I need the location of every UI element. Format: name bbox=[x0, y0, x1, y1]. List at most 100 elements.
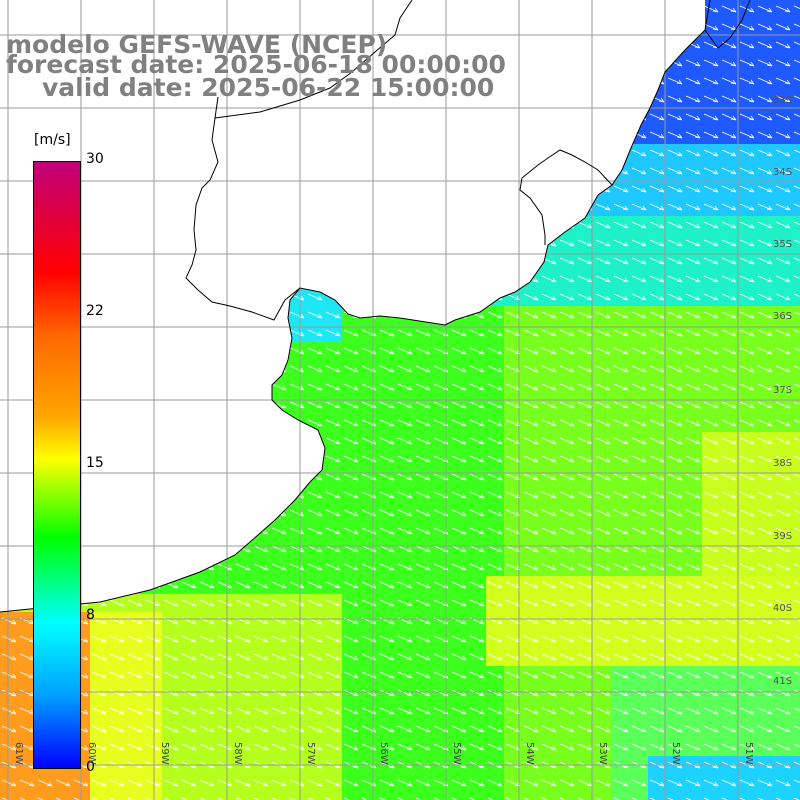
wind-arrow bbox=[469, 455, 485, 463]
wind-cell bbox=[738, 792, 757, 800]
wind-arrow bbox=[541, 275, 557, 283]
wind-arrow bbox=[397, 329, 413, 337]
latitude-label: 39S bbox=[773, 531, 793, 542]
wind-arrow bbox=[757, 185, 773, 193]
wind-arrow bbox=[397, 563, 413, 571]
wind-arrow bbox=[181, 671, 197, 679]
wind-arrow bbox=[343, 599, 359, 607]
wind-arrow bbox=[613, 203, 629, 211]
latitude-label: 34S bbox=[773, 167, 793, 178]
latitude-label: 37S bbox=[773, 385, 793, 396]
longitude-label: 52W bbox=[670, 742, 681, 765]
wind-arrow bbox=[469, 653, 485, 661]
wind-arrow bbox=[487, 563, 503, 571]
wind-arrow bbox=[775, 41, 791, 49]
wind-arrow bbox=[415, 563, 431, 571]
wind-arrow bbox=[631, 365, 647, 373]
wind-arrow bbox=[775, 23, 791, 31]
wind-arrow bbox=[739, 23, 755, 31]
wind-arrow bbox=[397, 635, 413, 643]
wind-arrow bbox=[757, 473, 773, 481]
wind-arrow bbox=[775, 437, 791, 445]
wind-arrow bbox=[721, 671, 737, 679]
wind-arrow bbox=[451, 509, 467, 517]
latitude-label: 33S bbox=[773, 95, 793, 106]
wind-arrow bbox=[667, 401, 683, 409]
wind-arrow bbox=[163, 653, 179, 661]
wind-cell bbox=[792, 180, 800, 199]
wind-arrow bbox=[739, 383, 755, 391]
wind-arrow bbox=[631, 419, 647, 427]
wind-arrow bbox=[703, 185, 719, 193]
wind-arrow bbox=[199, 635, 215, 643]
wind-arrow bbox=[469, 671, 485, 679]
wind-cell bbox=[324, 792, 343, 800]
wind-arrow bbox=[613, 473, 629, 481]
wind-arrow bbox=[739, 581, 755, 589]
wind-arrow bbox=[613, 581, 629, 589]
wind-arrow bbox=[325, 599, 341, 607]
wind-arrow bbox=[775, 77, 791, 85]
wind-arrow bbox=[613, 545, 629, 553]
wind-arrow bbox=[631, 383, 647, 391]
wind-arrow bbox=[595, 563, 611, 571]
wind-arrow bbox=[451, 545, 467, 553]
wind-arrow bbox=[379, 347, 395, 355]
wind-arrow bbox=[721, 383, 737, 391]
wind-arrow bbox=[721, 131, 737, 139]
wind-arrow bbox=[199, 653, 215, 661]
wind-arrow bbox=[649, 311, 665, 319]
wind-arrow bbox=[397, 365, 413, 373]
wind-arrow bbox=[307, 671, 323, 679]
wind-arrow bbox=[739, 149, 755, 157]
wind-arrow bbox=[757, 401, 773, 409]
wind-arrow bbox=[631, 563, 647, 571]
wind-arrow bbox=[343, 545, 359, 553]
wind-arrow bbox=[703, 509, 719, 517]
wind-arrow bbox=[667, 365, 683, 373]
wind-arrow bbox=[541, 473, 557, 481]
wind-arrow bbox=[217, 599, 233, 607]
wind-arrow bbox=[487, 545, 503, 553]
wind-arrow bbox=[757, 635, 773, 643]
wind-arrow bbox=[145, 635, 161, 643]
wind-arrow bbox=[541, 653, 557, 661]
wind-arrow bbox=[757, 653, 773, 661]
wind-arrow bbox=[415, 545, 431, 553]
wind-arrow bbox=[793, 167, 800, 172]
wind-arrow bbox=[397, 455, 413, 463]
wind-arrow bbox=[703, 95, 719, 103]
wind-arrow bbox=[325, 635, 341, 643]
wind-arrow bbox=[649, 383, 665, 391]
wind-arrow bbox=[757, 365, 773, 373]
wind-arrow bbox=[307, 419, 323, 427]
wind-arrow bbox=[757, 221, 773, 229]
wind-arrow bbox=[721, 293, 737, 301]
wind-arrow bbox=[451, 365, 467, 373]
wind-arrow bbox=[307, 563, 323, 571]
wind-arrow bbox=[685, 473, 701, 481]
wind-arrow bbox=[667, 185, 683, 193]
wind-cell bbox=[684, 792, 703, 800]
wind-arrow bbox=[469, 365, 485, 373]
wind-cell bbox=[792, 378, 800, 397]
wind-arrow bbox=[739, 167, 755, 175]
wind-arrow bbox=[523, 347, 539, 355]
wind-cell bbox=[432, 792, 451, 800]
wind-arrow bbox=[469, 563, 485, 571]
wind-arrow bbox=[739, 545, 755, 553]
wind-cell bbox=[252, 792, 271, 800]
wind-arrow bbox=[721, 599, 737, 607]
wind-arrow bbox=[667, 275, 683, 283]
wind-cell bbox=[792, 576, 800, 595]
wind-arrow bbox=[199, 599, 215, 607]
wind-arrow bbox=[343, 347, 359, 355]
wind-cell bbox=[792, 90, 800, 109]
wind-arrow bbox=[487, 491, 503, 499]
wind-cell bbox=[792, 270, 800, 289]
wind-arrow bbox=[721, 185, 737, 193]
wind-arrow bbox=[703, 653, 719, 661]
wind-arrow bbox=[775, 239, 791, 247]
wind-arrow bbox=[451, 473, 467, 481]
wind-arrow bbox=[649, 545, 665, 553]
